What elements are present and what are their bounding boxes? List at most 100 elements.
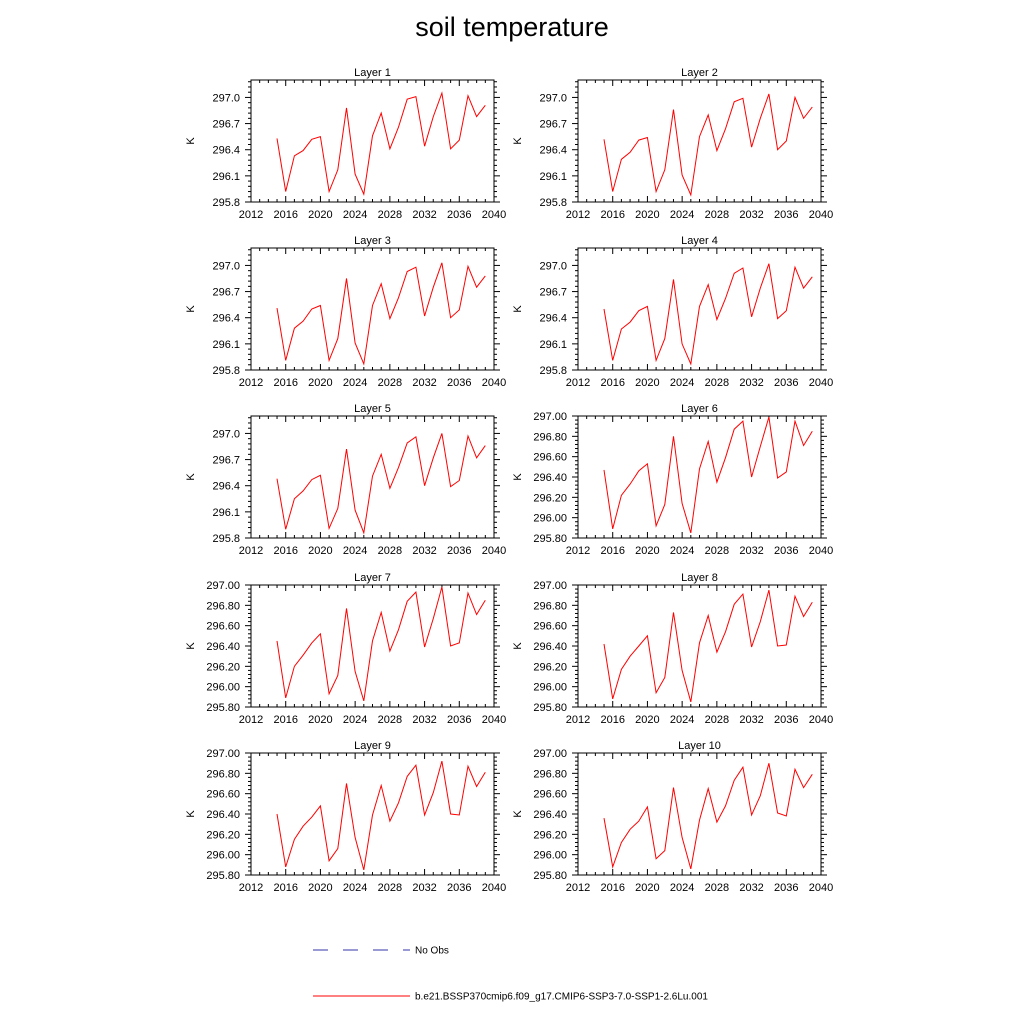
y-tick-label: 297.00 <box>533 748 567 760</box>
plot-frame <box>250 584 495 708</box>
x-tick-label: 2016 <box>273 545 297 557</box>
y-tick-label: 297.0 <box>212 260 240 272</box>
x-tick-label: 2016 <box>273 377 297 389</box>
y-tick-label: 296.7 <box>539 287 567 299</box>
y-tick-label: 296.1 <box>212 507 240 519</box>
x-tick-label: 2036 <box>447 714 471 726</box>
x-tick-label: 2032 <box>412 545 436 557</box>
y-tick-label: 296.1 <box>212 339 240 351</box>
series-line <box>276 262 486 366</box>
x-tick-label: 2024 <box>670 545 694 557</box>
y-tick-label: 297.00 <box>533 411 567 423</box>
x-tick-label: 2040 <box>809 545 833 557</box>
y-tick-label: 296.80 <box>206 768 240 780</box>
y-tick-label: 295.80 <box>533 533 567 545</box>
panel-4: Layer 4 K 2012 2016 2020 2024 2028 2032 2036 2040… <box>512 235 833 389</box>
series-line <box>603 763 813 870</box>
panel-title: Layer 6 <box>681 403 718 415</box>
y-tick-label: 296.1 <box>539 171 567 183</box>
panel-6: Layer 6 K 2012 2016 2020 2024 2028 2032 2036 2040… <box>512 403 833 557</box>
y-tick-label: 296.60 <box>533 452 567 464</box>
y-tick-label: 295.80 <box>533 702 567 714</box>
y-tick-label: 296.40 <box>533 641 567 653</box>
x-tick-label: 2032 <box>412 209 436 221</box>
x-tick-label: 2016 <box>600 882 624 894</box>
x-tick-label: 2020 <box>308 209 332 221</box>
x-tick-label: 2028 <box>705 209 729 221</box>
x-tick-label: 2028 <box>705 377 729 389</box>
x-tick-label: 2012 <box>239 377 263 389</box>
x-tick-label: 2016 <box>273 714 297 726</box>
panel-5: Layer 5 K 2012 2016 2020 2024 2028 2032 2036 2040… <box>185 403 506 557</box>
y-axis-label: K <box>185 137 197 145</box>
y-tick-label: 297.0 <box>539 92 567 104</box>
x-tick-label: 2028 <box>705 714 729 726</box>
x-tick-label: 2032 <box>412 882 436 894</box>
y-tick-label: 296.60 <box>206 789 240 801</box>
y-tick-label: 297.00 <box>533 580 567 592</box>
y-tick-label: 296.80 <box>533 600 567 612</box>
y-tick-label: 296.4 <box>539 313 567 325</box>
y-tick-label: 296.1 <box>539 339 567 351</box>
panel-title: Layer 2 <box>681 67 718 79</box>
y-tick-label: 295.8 <box>539 197 567 209</box>
x-tick-label: 2020 <box>308 377 332 389</box>
panels-group: Layer 1 K 2012 2016 2020 2024 2028 2032 2036 2040… <box>185 67 833 894</box>
x-tick-label: 2040 <box>482 545 506 557</box>
panel-title: Layer 7 <box>354 572 391 584</box>
x-tick-label: 2040 <box>482 377 506 389</box>
x-tick-label: 2012 <box>566 209 590 221</box>
panel-title: Layer 10 <box>678 740 721 752</box>
x-tick-label: 2040 <box>809 377 833 389</box>
x-tick-label: 2012 <box>239 209 263 221</box>
legend: No Obs b.e21.BSSP370cmip6.f09_g17.CMIP6-… <box>313 946 708 1003</box>
y-tick-label: 296.20 <box>533 492 567 504</box>
plot-frame <box>577 752 822 876</box>
y-tick-label: 296.00 <box>533 513 567 525</box>
panel-2: Layer 2 K 2012 2016 2020 2024 2028 2032 2036 2040… <box>512 67 833 221</box>
x-tick-label: 2036 <box>774 545 798 557</box>
x-tick-label: 2032 <box>739 714 763 726</box>
x-tick-label: 2032 <box>739 882 763 894</box>
x-tick-label: 2024 <box>343 714 367 726</box>
x-tick-label: 2036 <box>447 209 471 221</box>
x-tick-label: 2024 <box>343 377 367 389</box>
y-tick-label: 296.40 <box>533 472 567 484</box>
x-tick-label: 2020 <box>635 209 659 221</box>
y-axis-label: K <box>512 810 524 818</box>
x-tick-label: 2028 <box>378 714 402 726</box>
y-axis-label: K <box>512 137 524 145</box>
x-tick-label: 2012 <box>239 545 263 557</box>
panel-9: Layer 9 K 2012 2016 2020 2024 2028 2032 2036 2040… <box>185 740 506 894</box>
y-tick-label: 296.20 <box>206 829 240 841</box>
x-tick-label: 2016 <box>600 209 624 221</box>
y-tick-label: 297.00 <box>206 580 240 592</box>
y-tick-label: 297.0 <box>539 260 567 272</box>
x-tick-label: 2032 <box>739 377 763 389</box>
x-tick-label: 2012 <box>566 882 590 894</box>
panel-1: Layer 1 K 2012 2016 2020 2024 2028 2032 2036 2040… <box>185 67 506 221</box>
panel-10: Layer 10 K 2012 2016 2020 2024 2028 2032 2036 204… <box>512 740 833 894</box>
y-tick-label: 296.4 <box>212 313 240 325</box>
series-line <box>276 91 486 197</box>
x-tick-label: 2040 <box>809 209 833 221</box>
panel-8: Layer 8 K 2012 2016 2020 2024 2028 2032 2036 2040… <box>512 572 833 726</box>
x-tick-label: 2036 <box>774 377 798 389</box>
x-tick-label: 2028 <box>378 377 402 389</box>
panel-7: Layer 7 K 2012 2016 2020 2024 2028 2032 2036 2040… <box>185 572 506 726</box>
panel-title: Layer 5 <box>354 403 391 415</box>
series-line <box>603 589 813 703</box>
x-tick-label: 2012 <box>566 545 590 557</box>
x-tick-label: 2012 <box>566 714 590 726</box>
page-title: soil temperature <box>415 12 609 42</box>
y-tick-label: 297.00 <box>206 748 240 760</box>
y-tick-label: 296.7 <box>212 287 240 299</box>
x-tick-label: 2032 <box>412 714 436 726</box>
x-tick-label: 2032 <box>412 377 436 389</box>
x-tick-label: 2036 <box>774 209 798 221</box>
x-tick-label: 2032 <box>739 545 763 557</box>
y-tick-label: 297.0 <box>212 428 240 440</box>
legend-obs-label: No Obs <box>415 946 449 957</box>
x-tick-label: 2028 <box>378 209 402 221</box>
